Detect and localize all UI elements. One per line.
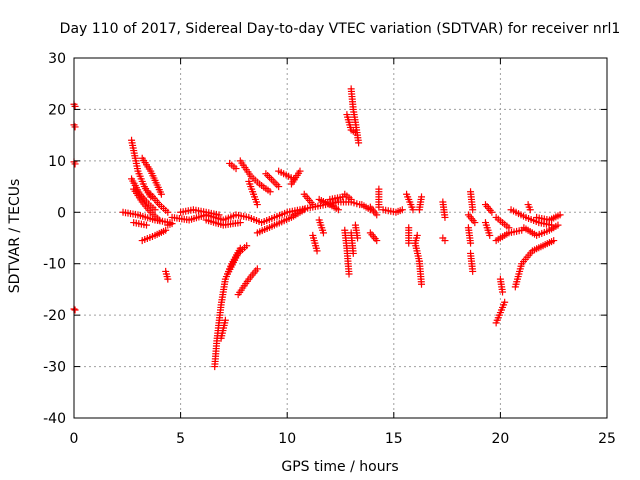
y-tick-label: -40 — [43, 411, 66, 427]
data-point — [269, 177, 277, 185]
data-point — [162, 226, 170, 234]
data-point — [275, 183, 283, 191]
y-tick-label: 10 — [48, 154, 66, 170]
data-point — [471, 219, 479, 227]
data-point — [501, 298, 509, 306]
x-tick-label: 0 — [70, 431, 79, 447]
data-point — [221, 316, 229, 324]
data-point — [273, 181, 281, 189]
data-point — [411, 239, 419, 247]
data-point — [71, 102, 79, 110]
data-point — [264, 172, 272, 180]
data-point — [351, 129, 359, 137]
data-point — [215, 211, 223, 219]
plot-frame — [73, 57, 608, 419]
data-point — [486, 231, 494, 239]
y-tick-label: -10 — [43, 257, 66, 273]
x-tick-label: 15 — [385, 431, 403, 447]
y-tick-label: -20 — [43, 308, 66, 324]
data-point — [71, 123, 79, 131]
x-tick-label: 10 — [278, 431, 296, 447]
x-tick-label: 25 — [598, 431, 616, 447]
data-point — [418, 280, 426, 288]
data-point — [300, 206, 308, 214]
data-point — [467, 239, 475, 247]
y-tick-label: 30 — [48, 51, 66, 67]
data-point — [349, 249, 357, 257]
data-point — [347, 195, 355, 203]
data-point — [266, 188, 274, 196]
data-point — [262, 170, 270, 178]
data-point — [375, 203, 383, 211]
data-point — [287, 180, 295, 188]
data-point — [355, 139, 363, 147]
y-tick-label: 0 — [57, 205, 66, 221]
x-tick-label: 5 — [176, 431, 185, 447]
data-point — [345, 270, 353, 278]
data-point — [499, 288, 507, 296]
data-point — [398, 206, 406, 214]
grid-lines — [74, 58, 607, 418]
data-point — [526, 206, 534, 214]
x-tick-label: 20 — [491, 431, 509, 447]
data-point — [164, 208, 172, 216]
data-point — [243, 242, 251, 250]
data-point — [142, 221, 150, 229]
data-point — [488, 208, 496, 216]
data-points — [70, 85, 564, 371]
x-axis-label: GPS time / hours — [281, 459, 398, 475]
chart-title: Day 110 of 2017, Sidereal Day-to-day VTE… — [60, 21, 621, 37]
data-point — [309, 201, 317, 209]
data-point — [409, 206, 417, 214]
data-point — [71, 306, 79, 314]
data-point — [253, 265, 261, 273]
data-point — [315, 216, 323, 224]
data-point — [415, 206, 423, 214]
data-point — [405, 239, 413, 247]
data-point — [334, 206, 342, 214]
data-point — [441, 213, 449, 221]
data-point — [157, 190, 165, 198]
data-point — [271, 179, 279, 187]
y-tick-label: 20 — [48, 102, 66, 118]
data-point — [554, 221, 562, 229]
data-point — [550, 237, 558, 245]
data-point — [469, 267, 477, 275]
axis-ticks: 0 5 10 15 20 25 -40 -30 -20 -10 0 10 20 30 — [43, 51, 616, 447]
y-axis-label: SDTVAR / TECUs — [7, 179, 23, 294]
data-point — [151, 206, 159, 214]
data-point — [71, 160, 79, 168]
data-point — [313, 247, 321, 255]
data-point — [469, 206, 477, 214]
data-point — [354, 234, 362, 242]
y-tick-label: -30 — [43, 360, 66, 376]
data-point — [267, 175, 275, 183]
data-point — [232, 165, 240, 173]
data-point — [556, 211, 564, 219]
data-point — [373, 237, 381, 245]
data-point — [168, 220, 176, 228]
data-point — [373, 211, 381, 219]
data-point — [253, 201, 261, 209]
data-point — [266, 173, 274, 181]
data-point — [164, 275, 172, 283]
data-point — [441, 237, 449, 245]
data-point — [236, 219, 244, 227]
